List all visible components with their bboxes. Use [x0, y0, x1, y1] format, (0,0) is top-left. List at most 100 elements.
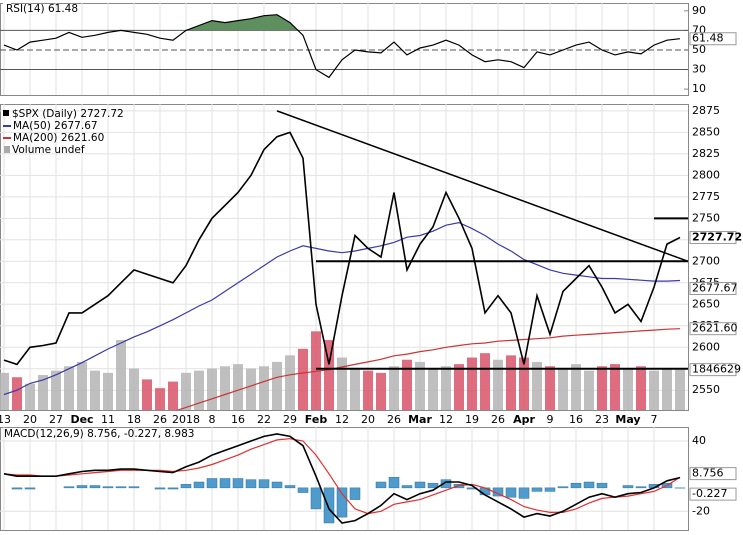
price-panel [0, 104, 689, 411]
volume-bar [12, 377, 22, 410]
volume-swatch [4, 146, 10, 153]
volume-bar [428, 368, 438, 410]
macd-hist-bar [349, 487, 361, 500]
price-tick-label: 2875 [692, 104, 720, 117]
price-tick-label: 2800 [692, 168, 720, 181]
x-tick-label: 11 [101, 413, 115, 426]
ma200-line [176, 328, 681, 410]
macd-hist-bar [583, 481, 595, 489]
price-tick-label: 2850 [692, 125, 720, 138]
volume-bar [467, 357, 477, 410]
volume-bar [311, 331, 321, 410]
value-box [689, 230, 737, 244]
macd-hist-bar [154, 487, 166, 490]
volume-bar [103, 372, 113, 410]
volume-bar [0, 372, 9, 410]
ma50-last: 2677.67 [54, 120, 97, 132]
macd-hist-bar [271, 481, 283, 489]
macd-hist-bar [24, 487, 36, 490]
volume-bar [675, 369, 685, 410]
volume-bar [272, 361, 282, 410]
volume-bar [389, 366, 399, 410]
rsi-label: RSI(14) [6, 3, 45, 15]
ma50-label: MA(50) [13, 120, 51, 132]
macd-hist-bar [414, 481, 426, 489]
x-tick-label: 23 [595, 413, 609, 426]
x-tick-label: 8 [209, 413, 216, 426]
volume-bar [168, 381, 178, 410]
x-tick-label: 12 [335, 413, 349, 426]
price-tick-label: 2550 [692, 383, 720, 396]
price-last: 2727.72 [80, 108, 123, 120]
rsi-line [3, 14, 681, 79]
macd-hist-bar [115, 486, 127, 489]
volume-bar [64, 366, 74, 410]
volume-bar [337, 357, 347, 410]
macd-hist-bar [401, 485, 413, 489]
volume-bar [402, 359, 412, 410]
volume-bar [545, 366, 555, 410]
volume-bar [532, 361, 542, 410]
price-tick-label: 2750 [692, 211, 720, 224]
macd-hist-bar [531, 487, 543, 492]
price-tick-label: 2775 [692, 190, 720, 203]
ma50-line [3, 221, 681, 396]
volume-bar [454, 364, 464, 410]
macd-hist-bar [128, 486, 140, 489]
macd-hist-bar [167, 487, 179, 490]
x-tick-label: Dec [70, 413, 93, 426]
volume-bar [298, 348, 308, 410]
x-tick-label: 19 [465, 413, 479, 426]
macd-hist-bar [63, 486, 75, 489]
x-tick-label: 26 [491, 413, 505, 426]
macd-hist-bar [375, 481, 387, 489]
rsi-tick-label: 90 [692, 4, 706, 17]
value-label: 1846629 [692, 363, 741, 376]
volume-bar [623, 368, 633, 410]
macd-hist-bar [245, 479, 257, 489]
macd-hist-bar [89, 485, 101, 489]
value-box [689, 322, 737, 336]
price-tick-label: 2825 [692, 147, 720, 160]
macd-hist-bar [557, 486, 569, 489]
price-legend: $SPX (Daily) 2727.72 [12, 108, 124, 120]
x-tick-label: Mar [408, 413, 432, 426]
x-tick-label: 13 [0, 413, 11, 426]
x-tick-label: 26 [153, 413, 167, 426]
x-tick-label: 27 [49, 413, 63, 426]
macd-hist-bar [297, 487, 309, 493]
volume-bar [480, 353, 490, 410]
macd-hist-bar [336, 487, 348, 518]
volume-bar [142, 379, 152, 410]
volume-bar [90, 370, 100, 410]
volume-bar [220, 366, 230, 410]
volume-bar [181, 372, 191, 410]
volume-bar [285, 355, 295, 410]
macd-panel [0, 427, 689, 531]
x-tick-label: 12 [439, 413, 453, 426]
volume-bar [233, 364, 243, 410]
volume-bar [519, 357, 529, 410]
macd-tick-label: 40 [692, 434, 706, 447]
price-label: $SPX (Daily) [12, 108, 77, 120]
volume-bar [155, 388, 165, 410]
macd-hist-bar [518, 487, 530, 499]
value-box [689, 281, 737, 295]
value-box [689, 487, 737, 501]
macd-hist-bar [544, 487, 556, 492]
volume-bar [350, 368, 360, 410]
volume-bar [259, 366, 269, 410]
value-label: 2727.72 [692, 230, 742, 243]
macd-hist-bar [310, 487, 322, 510]
macd-hist-bar [388, 477, 400, 489]
volume-bar [51, 370, 61, 410]
macd-legend: MACD(12,26,9) 8.756, -0.227, 8.983 [4, 428, 194, 440]
volume-bar [129, 368, 139, 410]
volume-bar [207, 368, 217, 410]
macd-hist-bar [102, 486, 114, 489]
volume-bar [506, 355, 516, 410]
value-label: 2677.67 [692, 281, 738, 294]
x-tick-label: 20 [23, 413, 37, 426]
rsi-tick-label: 30 [692, 63, 706, 76]
x-tick-label: May [615, 413, 640, 426]
